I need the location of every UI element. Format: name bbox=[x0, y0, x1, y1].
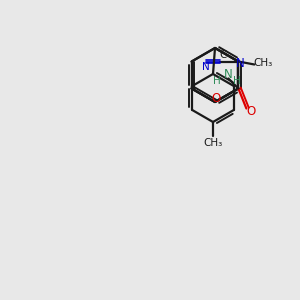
Text: N: N bbox=[202, 61, 209, 71]
Text: N: N bbox=[236, 57, 245, 70]
Text: O: O bbox=[247, 105, 256, 118]
Text: H: H bbox=[232, 76, 240, 85]
Text: O: O bbox=[212, 92, 220, 106]
Text: CH₃: CH₃ bbox=[254, 58, 273, 68]
Text: H: H bbox=[212, 76, 220, 85]
Text: N: N bbox=[224, 68, 233, 81]
Text: CH₃: CH₃ bbox=[203, 138, 223, 148]
Text: C: C bbox=[220, 50, 227, 61]
